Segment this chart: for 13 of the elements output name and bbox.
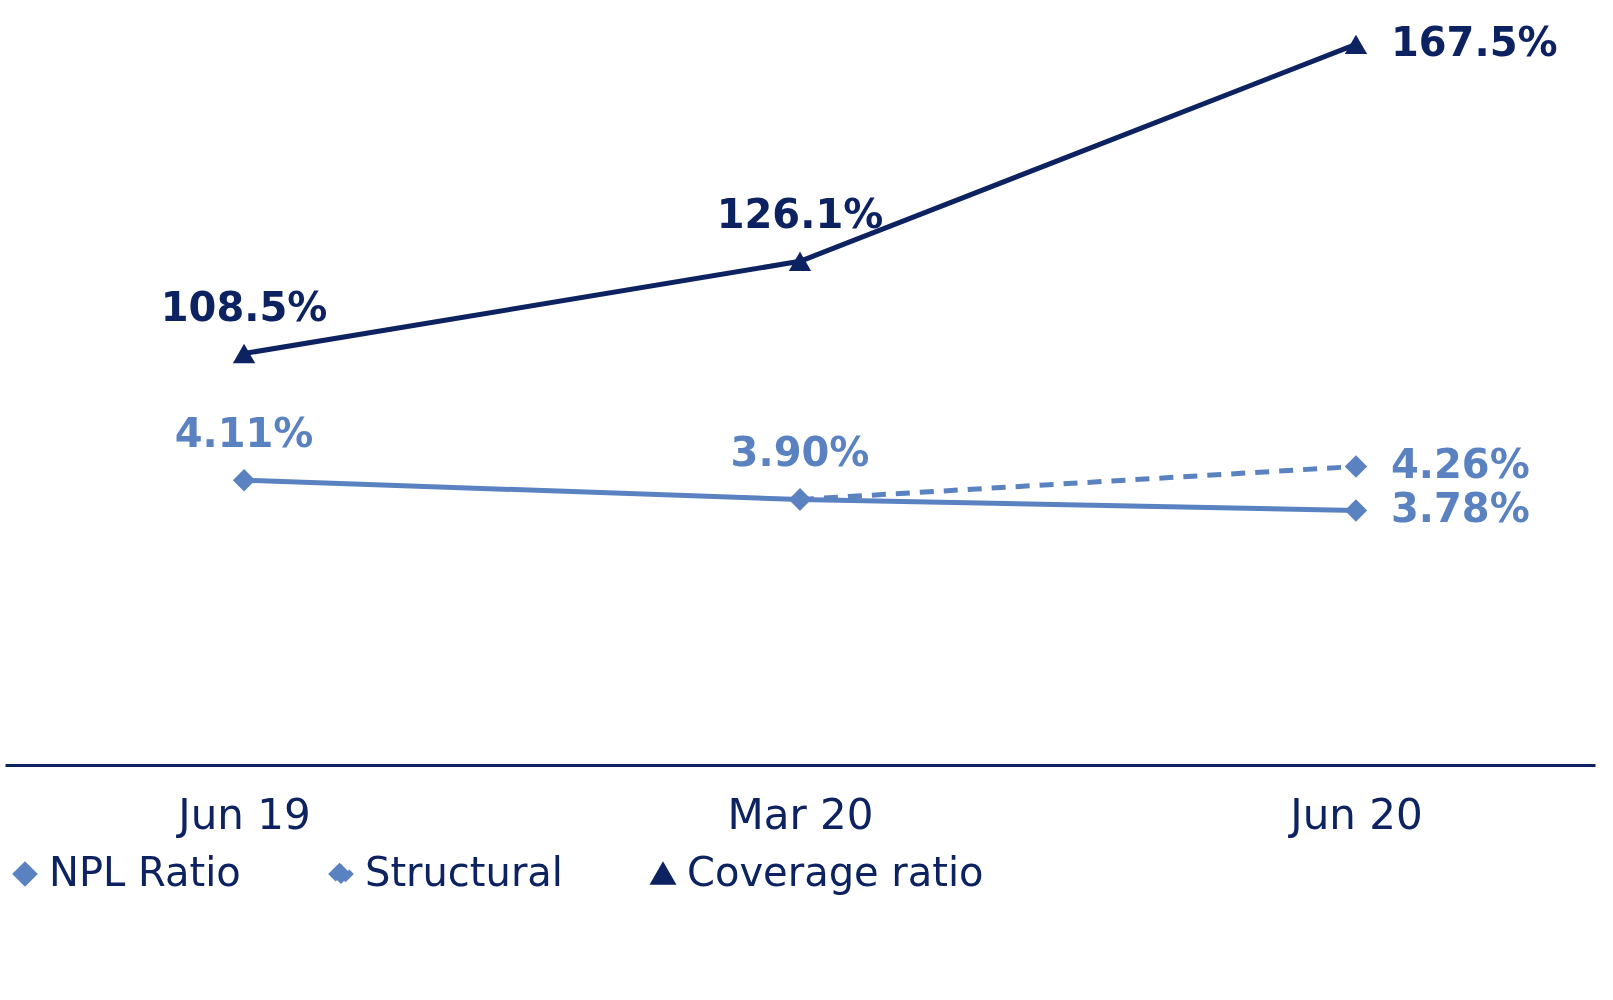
data-label: 126.1% xyxy=(716,191,884,238)
data-label: 108.5% xyxy=(160,283,328,330)
data-label: 4.26% xyxy=(1390,441,1530,488)
data-label: 4.11% xyxy=(174,410,314,457)
data-label: 167.5% xyxy=(1390,19,1558,66)
x-tick-label: Mar 20 xyxy=(727,789,874,839)
x-tick-label: Jun 20 xyxy=(1287,789,1423,839)
data-label: 3.78% xyxy=(1390,485,1530,532)
legend-label: NPL Ratio xyxy=(49,849,241,895)
legend-label: Coverage ratio xyxy=(687,849,984,895)
x-tick-label: Jun 19 xyxy=(175,789,311,839)
legend-label: Structural xyxy=(365,849,563,895)
data-label: 3.90% xyxy=(730,429,870,476)
